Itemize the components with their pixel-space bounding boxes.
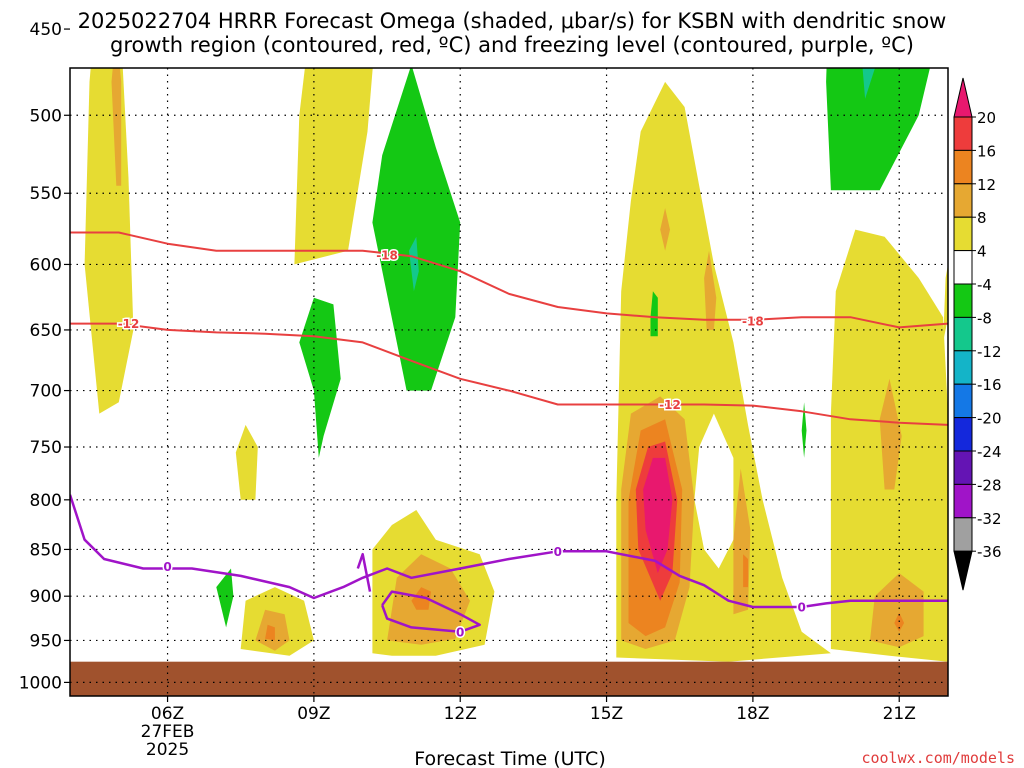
- dgz-contour-label: -18: [742, 315, 764, 329]
- omega-region: [862, 68, 875, 99]
- y-tick-label: 900: [30, 587, 62, 607]
- colorbar-segment: [953, 283, 973, 318]
- colorbar-segment: [953, 116, 973, 151]
- colorbar-segment: [953, 483, 973, 519]
- y-tick-label: 650: [30, 321, 62, 341]
- colorbar-segment: [953, 383, 973, 419]
- colorbar-segment: [953, 517, 973, 552]
- y-tick-label: 500: [30, 106, 62, 126]
- omega-region: [84, 68, 134, 414]
- omega-region: [826, 68, 930, 191]
- x-tick-label: 09Z: [297, 704, 330, 724]
- chart-title-line1: 2025022704 HRRR Forecast Omega (shaded, …: [78, 9, 947, 33]
- x-tick-label: 06Z: [151, 704, 184, 724]
- omega-region: [265, 624, 275, 641]
- colorbar-segment: [953, 450, 973, 485]
- y-tick-label: 550: [30, 184, 62, 204]
- freezing-level-label: 0: [456, 625, 464, 639]
- y-tick-label: 800: [30, 491, 62, 511]
- x-date-label: 27FEB: [141, 722, 195, 742]
- y-tick-label: 750: [30, 438, 62, 458]
- omega-shading: [84, 68, 948, 662]
- colorbar: 20 16 12 8 4 -4 -8 -12 -16 -20 -24 -28 -32 -36: [953, 77, 1002, 591]
- freezing-level-line: [381, 590, 481, 634]
- ground-layer: [70, 661, 948, 696]
- omega-region: [411, 587, 431, 610]
- dgz-contour-line: [70, 322, 948, 426]
- omega-region: [111, 68, 122, 186]
- colorbar-label: -8: [977, 309, 992, 327]
- colorbar-arrow-bottom: [953, 550, 973, 591]
- omega-region: [743, 554, 748, 588]
- colorbar-label: -16: [977, 376, 1002, 394]
- omega-region: [801, 402, 807, 458]
- omega-region: [235, 424, 258, 500]
- dgz-contour-line: [70, 231, 948, 329]
- x-axis-label: Forecast Time (UTC): [414, 748, 605, 768]
- pressure-axis: 2503003504004505005506006507007508008509…: [19, 20, 70, 693]
- omega-region: [643, 457, 673, 574]
- y-tick-label: 1000: [19, 673, 62, 693]
- colorbar-label: 8: [977, 209, 987, 227]
- x-tick-label: 12Z: [444, 704, 477, 724]
- y-tick-label: 600: [30, 255, 62, 275]
- colorbar-label: 20: [977, 109, 996, 127]
- colorbar-segment: [953, 216, 973, 252]
- omega-region: [650, 291, 658, 337]
- dgz-contour-label: -12: [659, 398, 681, 412]
- dgz-contour-label: -18: [376, 248, 398, 262]
- freezing-level-line: [356, 552, 372, 592]
- freezing-level-label: 0: [554, 545, 562, 559]
- colorbar-label: -32: [977, 510, 1002, 528]
- omega-region: [894, 612, 905, 632]
- x-year-label: 2025: [146, 740, 189, 760]
- colorbar-label: -12: [977, 343, 1002, 361]
- colorbar-label: -4: [977, 276, 992, 294]
- colorbar-segment: [953, 417, 973, 452]
- omega-region: [216, 568, 234, 628]
- omega-region: [660, 208, 670, 251]
- ground-band: [70, 661, 948, 696]
- y-tick-label: 950: [30, 631, 62, 651]
- omega-region: [409, 236, 419, 292]
- chart-title-line2: growth region (contoured, red, ºC) and f…: [110, 33, 914, 57]
- gridlines: [70, 68, 948, 696]
- omega-region: [704, 250, 717, 330]
- x-tick-label: 21Z: [883, 704, 916, 724]
- freezing-level-label: 0: [797, 601, 805, 615]
- colorbar-arrow-top: [953, 77, 973, 118]
- colorbar-label: -28: [977, 476, 1002, 494]
- omega-region: [372, 68, 461, 391]
- plot-frame: [69, 67, 949, 697]
- colorbar-label: -24: [977, 443, 1002, 461]
- colorbar-segment: [953, 250, 973, 285]
- omega-region: [694, 413, 734, 569]
- colorbar-label: 12: [977, 176, 996, 194]
- colorbar-segment: [953, 149, 973, 185]
- y-tick-label: 450: [30, 20, 62, 40]
- colorbar-segment: [953, 350, 973, 385]
- dgz-contour-label: -12: [118, 317, 140, 331]
- colorbar-label: 4: [977, 243, 987, 261]
- x-tick-label: 18Z: [736, 704, 769, 724]
- y-tick-label: 700: [30, 382, 62, 402]
- colorbar-label: 16: [977, 142, 996, 160]
- freezing-level-label: 0: [163, 560, 171, 574]
- y-tick-label: 850: [30, 540, 62, 560]
- omega-region: [870, 573, 924, 648]
- colorbar-label: -36: [977, 543, 1002, 561]
- omega-region: [879, 378, 902, 490]
- contour-lines: -18 -18 -12 -12 0 0 0 0: [70, 231, 948, 641]
- freezing-level-line: [70, 494, 948, 609]
- x-tick-label: 15Z: [590, 704, 623, 724]
- colorbar-label: -20: [977, 410, 1002, 428]
- omega-region: [299, 297, 341, 458]
- omega-region: [294, 68, 373, 265]
- colorbar-segment: [953, 316, 973, 352]
- colorbar-segment: [953, 183, 973, 218]
- credit-link[interactable]: coolwx.com/models: [861, 749, 1015, 767]
